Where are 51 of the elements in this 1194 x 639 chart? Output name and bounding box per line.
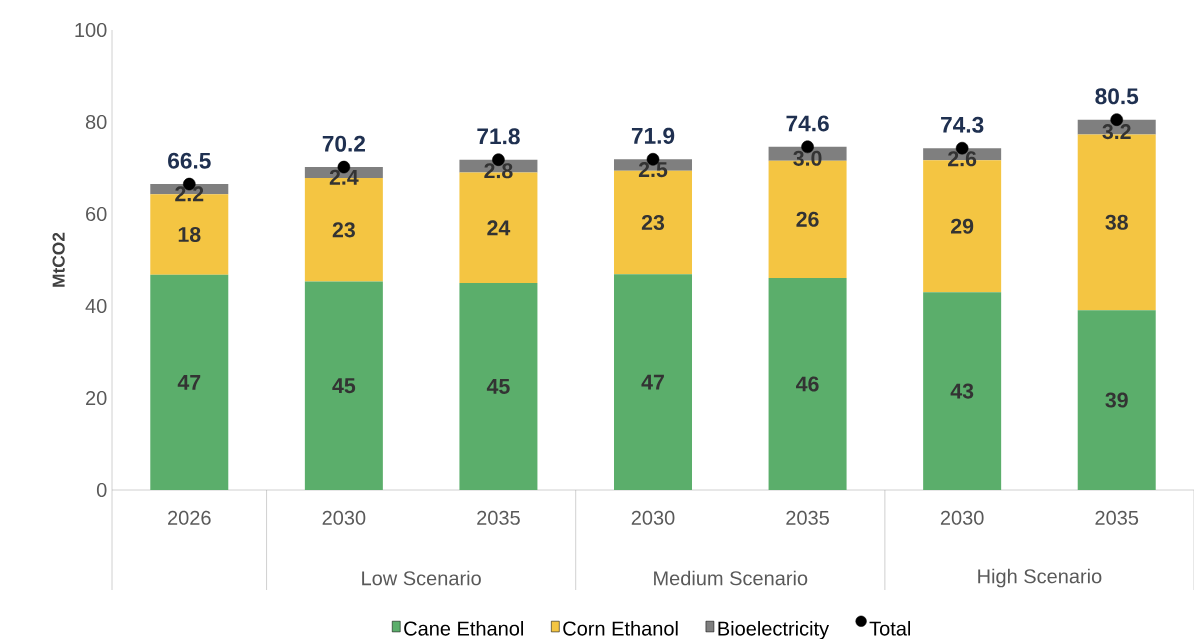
data-label: 39 [1105,392,1128,408]
data-label: 23 [332,222,355,238]
data-label: 24 [487,220,511,236]
y-tick-label: 40 [85,298,107,314]
data-label: 18 [178,226,201,243]
data-label: 80.5 [1095,88,1139,105]
y-tick-label: 0 [96,482,107,498]
text: Medium Scenario [654,570,808,586]
bar [614,274,692,490]
data-label: 71.8 [477,128,520,145]
legend-label: Bioelectricity [718,620,830,639]
data-label: 74.6 [786,115,829,132]
data-label: 26 [796,211,819,227]
data-label: 47 [177,375,201,390]
legend-label: Corn Ethanol [563,620,678,636]
x-tick-label: 2035 [1095,510,1139,525]
data-label: 66.5 [168,152,211,169]
data-label: 70.2 [322,135,365,152]
bar [768,277,847,490]
data-label: 43 [950,383,974,399]
x-tick-label: 2030 [940,510,984,525]
legend-label: Cane Ethanol [404,620,523,636]
y-tick-label: 100 [75,22,107,38]
y-axis-title: MtCO2 [52,232,65,287]
data-label: 46 [796,376,819,392]
data-label: 45 [332,378,356,394]
bar [304,281,383,490]
x-tick-label: 2026 [168,510,211,525]
y-tick-label: 60 [86,206,107,222]
y-tick-label: 80 [85,114,107,130]
bar [923,292,1002,490]
text: Low Scenario [362,570,481,586]
data-label: 47 [641,374,664,390]
x-tick-label: 2035 [786,510,829,525]
text: High Scenario [978,568,1102,588]
data-label: 45 [486,379,510,394]
x-tick-label: 2030 [631,510,675,525]
data-label: 71.9 [631,127,675,144]
y-tick-label: 20 [86,390,107,406]
data-label: 29 [951,218,974,234]
bar [459,283,538,490]
bar [150,274,229,490]
x-tick-label: 2035 [477,510,520,525]
data-label: 38 [1105,214,1128,230]
data-label: 74.3 [941,116,984,133]
bar [1077,310,1156,490]
legend-label: Total [869,620,911,636]
data-label: 23 [641,214,665,231]
data-label: 2.2 [175,186,204,202]
data-label: 2.4 [329,169,359,185]
x-tick-label: 2030 [322,510,366,525]
